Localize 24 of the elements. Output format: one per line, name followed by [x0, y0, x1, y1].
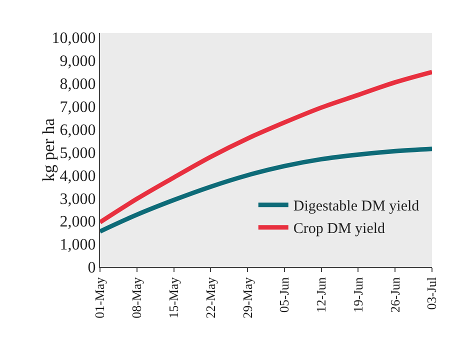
legend-label: Digestable DM yield — [293, 198, 420, 215]
x-tick-label: 01-May — [92, 276, 108, 318]
y-tick-label: 1,000 — [60, 236, 96, 254]
y-tick-label: 6,000 — [60, 122, 96, 139]
x-tick-label: 19-Jun — [350, 276, 366, 313]
legend-label: Crop DM yield — [293, 221, 386, 238]
x-tick-label: 22-May — [202, 276, 218, 318]
y-tick-label: 2,000 — [60, 214, 96, 231]
x-tick-label: 12-Jun — [314, 276, 329, 313]
x-tick-label: 08-May — [129, 276, 144, 318]
y-tick-label: 10,000 — [52, 30, 96, 48]
y-tick-label: 4,000 — [60, 168, 96, 185]
y-tick-label: 7,000 — [60, 99, 96, 116]
x-tick-label: 03-Jul — [424, 276, 440, 310]
y-tick-label: 8,000 — [60, 76, 96, 94]
x-tick-label: 05-Jun — [276, 276, 292, 313]
y-axis-title: kg per ha — [38, 118, 58, 182]
x-tick-label: 15-May — [166, 276, 182, 318]
y-tick-label: 0 — [88, 260, 96, 277]
x-tick-label: 26-Jun — [387, 276, 402, 313]
y-tick-label: 3,000 — [60, 190, 96, 208]
x-tick-label: 29-May — [240, 276, 255, 318]
y-tick-label: 5,000 — [60, 144, 96, 162]
y-tick-label: 9,000 — [60, 53, 96, 70]
